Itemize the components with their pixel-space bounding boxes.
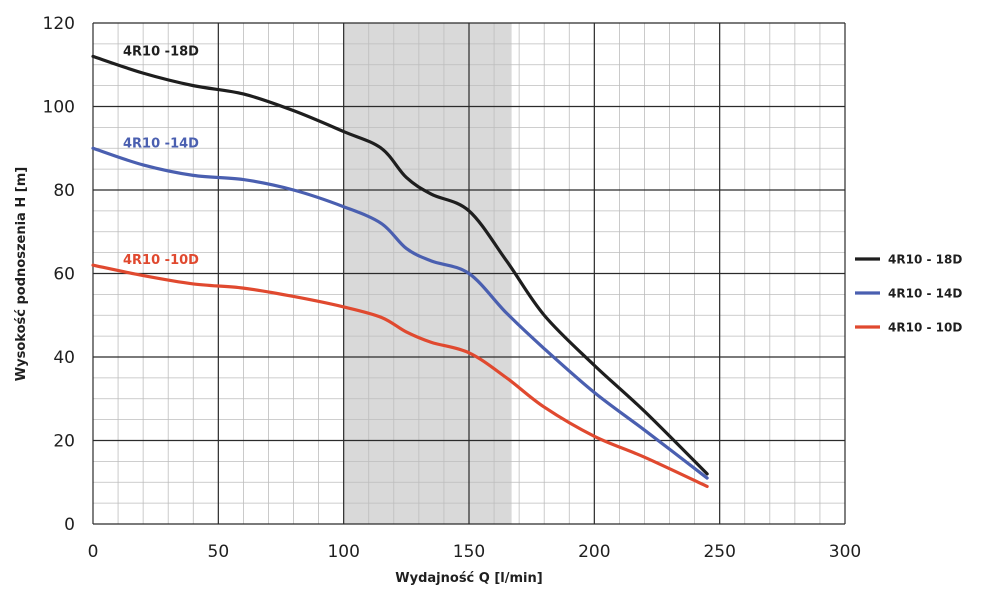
series-line-1 bbox=[91, 146, 709, 480]
inline-series-labels: 4R10 -18D 4R10 -14D 4R10 -10D bbox=[123, 44, 199, 268]
inline-label-0: 4R10 -18D bbox=[123, 44, 199, 59]
series-line-2 bbox=[91, 263, 709, 489]
y-tick-label: 40 bbox=[53, 348, 75, 368]
legend-label-0: 4R10 - 18D bbox=[888, 253, 962, 267]
x-tick-label: 50 bbox=[208, 542, 230, 562]
major-grid bbox=[92, 22, 846, 525]
y-tick-label: 80 bbox=[53, 181, 75, 201]
x-tick-label: 250 bbox=[703, 542, 735, 562]
legend-label-2: 4R10 - 10D bbox=[888, 321, 962, 335]
y-axis-title: Wysokość podnoszenia H [m] bbox=[14, 167, 29, 381]
legend: 4R10 - 18D 4R10 - 14D 4R10 - 10D bbox=[855, 253, 962, 335]
x-tick-label: 200 bbox=[578, 542, 610, 562]
series-line-0 bbox=[91, 54, 709, 476]
x-tick-label: 150 bbox=[453, 542, 485, 562]
x-tick-label: 0 bbox=[88, 542, 99, 562]
inline-label-2: 4R10 -10D bbox=[123, 253, 199, 268]
inline-label-1: 4R10 -14D bbox=[123, 136, 199, 151]
y-tick-label: 60 bbox=[53, 265, 75, 285]
x-axis-title: Wydajność Q [l/min] bbox=[395, 571, 542, 586]
series-lines bbox=[91, 54, 709, 489]
y-tick-label: 0 bbox=[64, 515, 75, 535]
x-tick-label: 100 bbox=[327, 542, 359, 562]
tick-labels: 0 50 100 150 200 250 300 0 20 40 60 80 100 120 bbox=[43, 14, 862, 562]
y-tick-label: 20 bbox=[53, 432, 75, 452]
y-tick-label: 100 bbox=[43, 98, 75, 118]
y-tick-label: 120 bbox=[43, 14, 75, 34]
legend-label-1: 4R10 - 14D bbox=[888, 287, 962, 301]
x-tick-label: 300 bbox=[829, 542, 861, 562]
